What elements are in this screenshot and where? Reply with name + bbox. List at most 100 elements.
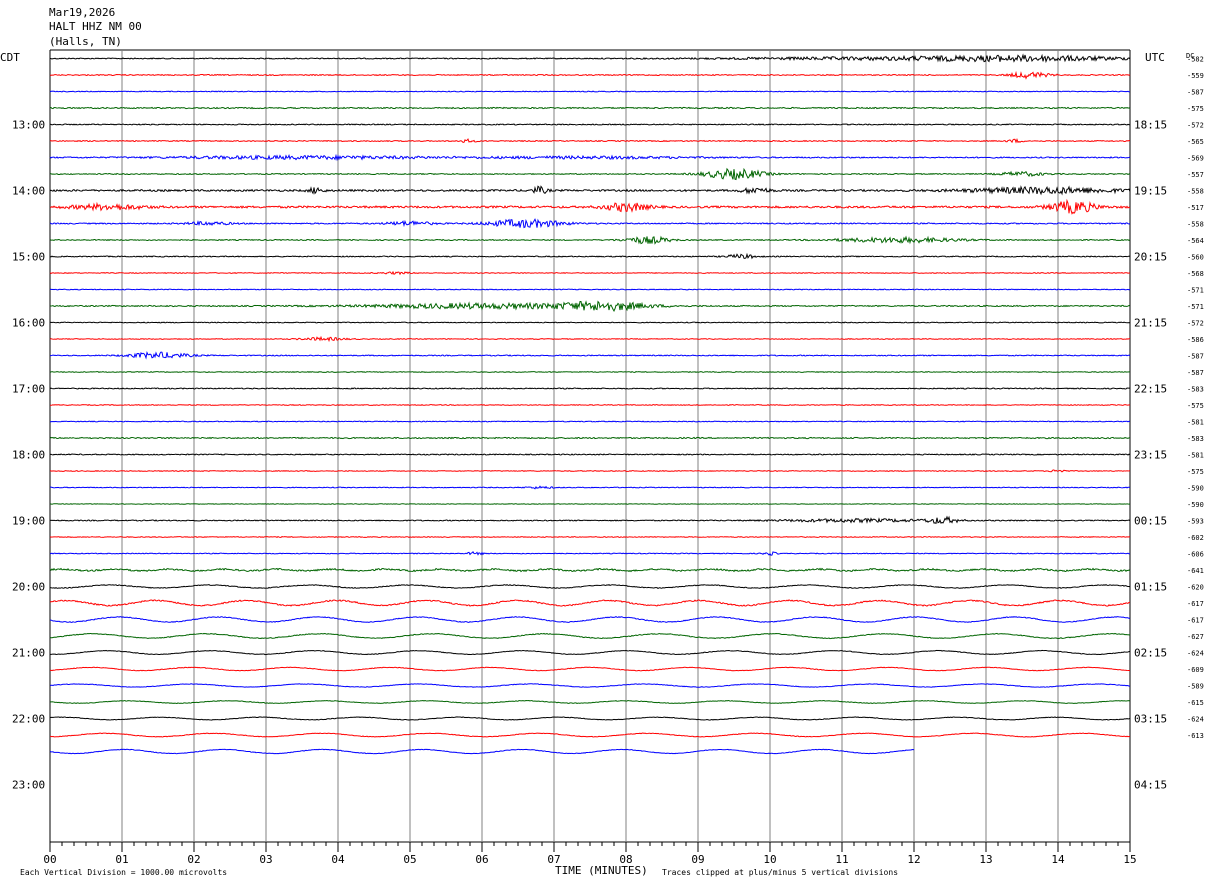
- seismic-trace: [49, 584, 1131, 589]
- seismic-trace: [49, 321, 1131, 324]
- seismic-trace: [49, 53, 1131, 64]
- seismic-trace: [49, 270, 1131, 276]
- seismic-trace: [49, 198, 1131, 215]
- left-time-label: 17:00: [12, 383, 45, 396]
- seismic-trace: [49, 235, 1131, 245]
- right-time-label: 01:15: [1134, 581, 1167, 594]
- right-time-label: 20:15: [1134, 251, 1167, 264]
- dc-offset-label: -572: [1187, 122, 1204, 130]
- seismic-trace: [49, 599, 1131, 607]
- seismic-trace: [49, 335, 1131, 343]
- dc-offset-label: -606: [1187, 551, 1204, 559]
- left-time-label: 20:00: [12, 581, 45, 594]
- dc-offset-label: -564: [1187, 237, 1204, 245]
- dc-offset-label: -590: [1187, 501, 1204, 509]
- scale-note: Each Vertical Division = 1000.00 microvo…: [20, 868, 227, 877]
- dc-offset-label: -558: [1187, 221, 1204, 229]
- dc-offset-label: -615: [1187, 699, 1204, 707]
- dc-offset-label: -583: [1187, 386, 1204, 394]
- dc-offset-label: -575: [1187, 105, 1204, 113]
- right-time-label: 18:15: [1134, 119, 1167, 132]
- seismic-trace: [49, 436, 1131, 440]
- dc-offset-label: -565: [1187, 138, 1204, 146]
- x-tick-label: 11: [835, 853, 848, 866]
- x-tick-label: 07: [547, 853, 560, 866]
- x-tick-label: 08: [619, 853, 632, 866]
- dc-offset-label: -587: [1187, 369, 1204, 377]
- seismic-trace: [49, 288, 1131, 291]
- dc-offset-label: -569: [1187, 155, 1204, 163]
- seismic-trace: [49, 632, 1131, 640]
- left-zone-label: CDT: [0, 51, 20, 64]
- dc-offset-label: -620: [1187, 584, 1204, 592]
- dc-offset-label: -557: [1187, 171, 1204, 179]
- x-tick-label: 03: [259, 853, 272, 866]
- label-layer: Mar19,2026 HALT HHZ NM 00 (Halls, TN) CD…: [0, 6, 1194, 877]
- seismic-trace: [49, 503, 1131, 505]
- seismic-trace: [49, 218, 1131, 229]
- seismic-trace: [49, 616, 1131, 623]
- seismic-trace: [49, 153, 1131, 162]
- left-time-label: 13:00: [12, 119, 45, 132]
- header-station: HALT HHZ NM 00: [49, 20, 142, 33]
- dc-offset-label: -559: [1187, 72, 1204, 80]
- seismic-trace: [49, 649, 1131, 656]
- seismic-trace: [49, 138, 1131, 144]
- dc-offset-label: -575: [1187, 468, 1204, 476]
- seismic-trace: [49, 732, 1131, 738]
- seismic-trace: [49, 699, 1131, 705]
- dc-offset-label: -581: [1187, 452, 1204, 460]
- seismic-trace: [49, 350, 1131, 360]
- seismic-trace: [49, 683, 1131, 688]
- x-tick-label: 01: [115, 853, 128, 866]
- seismic-trace: [49, 370, 1131, 374]
- dc-offset-label: -613: [1187, 732, 1204, 740]
- header-location: (Halls, TN): [49, 35, 122, 48]
- trace-layer: [49, 53, 1131, 755]
- dc-offset-label: -617: [1187, 600, 1204, 608]
- axis-layer: -582 -559 -587 -575 -572 -565 -569 -557 -558 -517…: [12, 56, 1204, 867]
- clip-note: Traces clipped at plus/minus 5 vertical …: [662, 868, 898, 877]
- x-tick-label: 00: [43, 853, 56, 866]
- dc-offset-label: -583: [1187, 435, 1204, 443]
- seismic-trace: [49, 70, 1131, 80]
- dc-offset-label: -571: [1187, 287, 1204, 295]
- dc-offset-label: -624: [1187, 716, 1204, 724]
- dc-offset-label: -617: [1187, 617, 1204, 625]
- seismic-trace: [49, 300, 1131, 312]
- seismic-trace: [49, 106, 1131, 110]
- dc-offset-label: -590: [1187, 485, 1204, 493]
- grid-layer: [49, 49, 1131, 843]
- seismic-trace: [49, 550, 1131, 556]
- seismic-trace: [49, 485, 1131, 490]
- seismic-trace: [49, 536, 1131, 538]
- dc-offset-label: -641: [1187, 567, 1204, 575]
- dc-offset-label: -587: [1187, 89, 1204, 97]
- left-time-label: 19:00: [12, 515, 45, 528]
- dc-offset-label: -609: [1187, 666, 1204, 674]
- right-time-label: 22:15: [1134, 383, 1167, 396]
- seismic-trace: [49, 666, 1131, 672]
- left-time-label: 23:00: [12, 779, 45, 792]
- seismic-trace: [49, 167, 1131, 181]
- right-time-label: 19:15: [1134, 185, 1167, 198]
- dc-offset-label: -572: [1187, 320, 1204, 328]
- x-tick-label: 14: [1051, 853, 1065, 866]
- right-time-label: 23:15: [1134, 449, 1167, 462]
- x-tick-label: 12: [907, 853, 920, 866]
- right-zone-label: UTC: [1145, 51, 1165, 64]
- dc-offset-label: -589: [1187, 683, 1204, 691]
- seismic-trace: [49, 748, 915, 755]
- seismic-trace: [49, 90, 1131, 93]
- seismic-trace: [49, 515, 1131, 525]
- seismic-trace: [49, 404, 1131, 406]
- dc-offset-label: -586: [1187, 336, 1204, 344]
- dc-offset-label: -575: [1187, 402, 1204, 410]
- left-time-label: 22:00: [12, 713, 45, 726]
- seismic-trace: [49, 567, 1131, 573]
- seismic-trace: [49, 716, 1131, 721]
- dc-offset-label: -582: [1187, 56, 1204, 64]
- dc-offset-label: -593: [1187, 518, 1204, 526]
- seismic-trace: [49, 252, 1131, 260]
